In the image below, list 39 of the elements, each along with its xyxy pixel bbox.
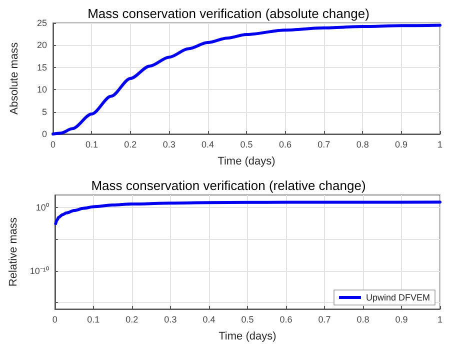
x-tick-label: 0.2 xyxy=(124,140,137,150)
x-tick-label: 0.9 xyxy=(395,140,408,150)
x-tick-label: 0 xyxy=(50,140,56,150)
x-tick-label: 0.3 xyxy=(162,140,176,150)
y-tick-label: 20 xyxy=(36,40,47,50)
chart-title: Mass conservation verification (relative change) xyxy=(91,178,366,193)
x-tick-label: 0.2 xyxy=(126,314,138,324)
x-tick-label: 0.9 xyxy=(395,314,408,324)
x-tick-label: 0.5 xyxy=(240,140,253,150)
line-series xyxy=(52,24,442,136)
x-tick-label: 0.3 xyxy=(164,314,177,324)
y-tick-label: 0 xyxy=(42,129,47,139)
x-tick-label: 0.6 xyxy=(280,314,292,324)
x-tick-label: 0.1 xyxy=(87,314,100,324)
line-series xyxy=(54,200,442,226)
y-tick-label: 5 xyxy=(42,106,47,117)
x-tick-label: 0.6 xyxy=(278,140,292,150)
y-axis-title: Absolute mass xyxy=(8,42,20,115)
x-tick-label: 0.1 xyxy=(85,140,98,150)
y-axis-title: Relative mass xyxy=(8,216,20,287)
legend-label: Upwind DFVEM xyxy=(366,292,430,302)
y-tick-label: 15 xyxy=(36,62,47,72)
x-tick-label: 0.7 xyxy=(318,140,330,150)
chart-title: Mass conservation verification (absolute change) xyxy=(88,6,370,21)
y-tick-label: 25 xyxy=(36,18,47,28)
x-tick-label: 0.8 xyxy=(356,314,370,324)
x-tick-label: 0.4 xyxy=(202,314,216,324)
y-tick-label: 10⁻¹⁰ xyxy=(30,266,49,276)
x-axis-title: Time (days) xyxy=(218,156,276,168)
x-tick-label: 0.7 xyxy=(318,314,331,324)
y-tick-label: 10 xyxy=(36,84,47,95)
x-axis-title: Time (days) xyxy=(218,330,276,342)
x-tick-label: 0.4 xyxy=(202,140,214,150)
x-tick-label: 1 xyxy=(437,140,443,150)
x-tick-label: 1 xyxy=(437,314,443,324)
y-tick-label: 10⁰ xyxy=(36,202,49,213)
x-tick-label: 0.5 xyxy=(241,314,254,324)
x-tick-label: 0.8 xyxy=(356,140,369,150)
x-tick-label: 0 xyxy=(52,314,58,324)
